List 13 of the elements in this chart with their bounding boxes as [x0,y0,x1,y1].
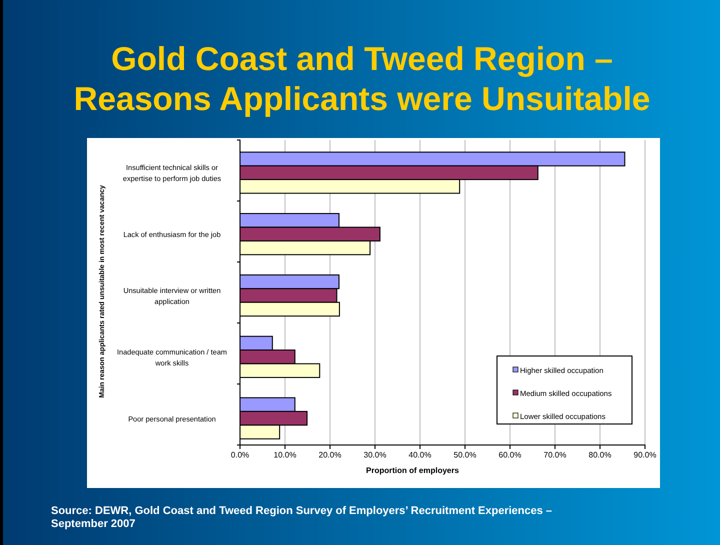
x-tick-label: 60.0% [498,450,522,460]
source-note: Source: DEWR, Gold Coast and Tweed Region Survey of Employers’ Recruitment Experiences – September 2007 [51,505,552,530]
chart-title: Gold Coast and Tweed Region – Reasons Applicants were Unsuitable [74,40,650,117]
x-tick-label: 20.0% [318,450,342,460]
x-tick-label: 10.0% [274,450,296,460]
x-tick-label: 50.0% [454,450,476,460]
x-tick-label: 0.0% [230,450,250,460]
x-axis-title: Proportion of employers [366,466,460,475]
x-tick-label: 40.0% [408,450,432,460]
x-tick-label: 70.0% [544,450,566,460]
x-tick-label: 30.0% [364,450,386,460]
x-tick-label: 80.0% [588,450,612,460]
x-tick-label: 90.0% [634,450,656,460]
